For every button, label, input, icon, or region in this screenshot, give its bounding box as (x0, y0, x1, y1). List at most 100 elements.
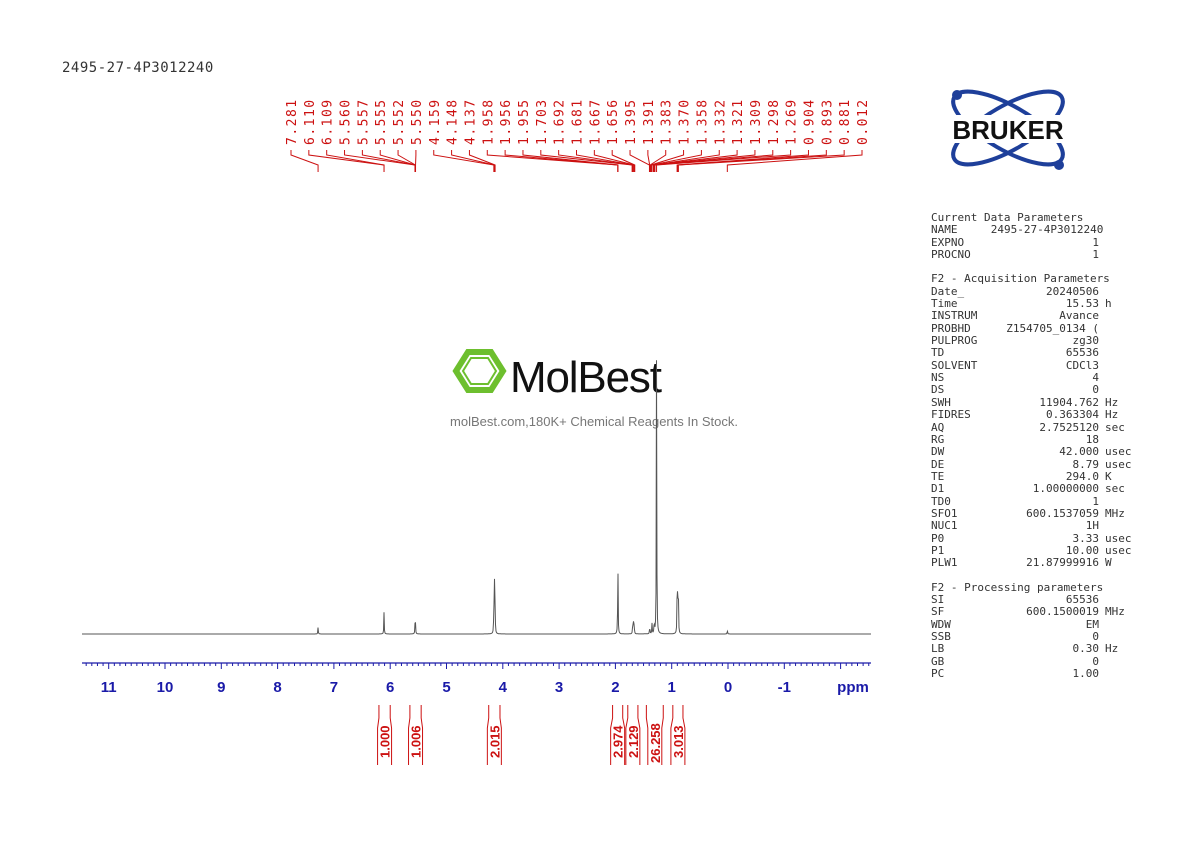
peak-label: 1.958 (481, 98, 496, 145)
param-key: INSTRUM (931, 309, 978, 323)
peak-label-leader (540, 150, 633, 172)
x-tick-label: 11 (101, 679, 117, 696)
param-section-title: Current Data Parameters (931, 211, 1084, 224)
peak-label-leader (433, 150, 495, 172)
param-row: DW 42.000 usec (931, 445, 1141, 458)
peak-label-leader (468, 150, 496, 172)
param-unit: Hz (1105, 408, 1119, 422)
peak-label: 1.370 (678, 98, 693, 145)
param-key: LB (931, 642, 945, 656)
param-key: RG (931, 432, 945, 446)
param-key: P1 (931, 543, 945, 557)
param-key: WDW (931, 617, 951, 631)
x-tick-label: 5 (442, 679, 450, 696)
integral-bracket (610, 705, 626, 765)
integral-bracket (625, 705, 641, 765)
peak-label-leader (726, 150, 863, 172)
param-row: Date_ 20240506 (931, 284, 1141, 298)
param-key: SSB (931, 630, 951, 643)
peak-label: 1.309 (749, 98, 764, 145)
peak-label: 1.321 (731, 98, 746, 145)
param-key: DE (931, 457, 945, 471)
param-value: 0 (1092, 630, 1099, 643)
param-row: TD0 1 (931, 494, 1141, 508)
param-unit (1103, 224, 1141, 236)
param-value: 0.363304 (1046, 408, 1099, 422)
param-section-current: Current Data Parameters NAME 2495-27-4P301… (931, 211, 1141, 262)
param-value: 21.87999916 (1026, 556, 1099, 570)
peak-label: 5.560 (339, 98, 354, 145)
peak-label-leader (651, 150, 702, 172)
param-key: TD0 (931, 494, 951, 508)
param-row: SOLVENT CDCl3 (931, 358, 1141, 372)
param-value: CDCl3 (1065, 358, 1099, 372)
param-key: NAME (931, 223, 958, 237)
sample-title: 2495-27-4P3012240 (62, 60, 214, 76)
peak-label: 1.391 (642, 98, 657, 145)
param-value: 600.1500019 (1026, 605, 1099, 619)
param-key: Date_ (931, 284, 965, 298)
integral-value: 2.974 (611, 725, 626, 758)
parameters-panel: Current Data Parameters NAME 2495-27-4P301… (931, 211, 1141, 681)
param-row: WDW EM (931, 617, 1141, 631)
x-tick-label: -1 (778, 679, 791, 696)
x-tick-label: 0 (724, 679, 732, 696)
param-row: PROCNO 1 (931, 248, 1141, 262)
param-unit (1099, 310, 1141, 322)
peak-label: 4.148 (446, 98, 461, 145)
param-value: 0.30 (1072, 642, 1100, 656)
peak-label: 1.656 (606, 98, 621, 145)
peak-label: 0.012 (856, 98, 871, 145)
peak-label: 1.332 (713, 98, 728, 145)
param-unit: usec (1105, 543, 1132, 557)
param-key: SOLVENT (931, 358, 978, 372)
param-unit (1099, 249, 1141, 261)
integral-value: 1.000 (378, 725, 393, 758)
param-unit: K (1105, 469, 1112, 483)
peak-label: 5.557 (356, 98, 371, 145)
peak-label: 5.550 (410, 98, 425, 145)
param-row: AQ 2.7525120 sec (931, 421, 1141, 434)
param-unit: W (1105, 556, 1112, 570)
param-value: 294.0 (1065, 469, 1099, 483)
param-value: 1 (1092, 248, 1099, 262)
param-value: 65536 (1065, 592, 1099, 606)
peak-label: 1.383 (660, 98, 675, 145)
param-value: 1.00000000 (1032, 482, 1099, 496)
peak-label-leader (611, 150, 636, 172)
peak-label-leader (656, 150, 792, 172)
param-value: 1 (1092, 494, 1099, 508)
param-key: Time (931, 297, 958, 311)
param-row: NUC1 1H (931, 519, 1141, 533)
param-key: PROCNO (931, 248, 971, 262)
param-unit: usec (1105, 531, 1132, 545)
param-value: 1H (1085, 519, 1099, 533)
param-unit (1099, 372, 1141, 384)
param-value: 0 (1092, 654, 1099, 668)
hexagon-icon (452, 349, 507, 393)
param-row: NS 4 (931, 371, 1141, 384)
param-key: SWH (931, 395, 951, 409)
integral-value: 2.015 (487, 725, 502, 758)
param-row: LB 0.30 Hz (931, 642, 1141, 656)
peak-label-leader (653, 150, 756, 172)
x-axis-label: ppm (837, 679, 869, 696)
param-row: PC 1.00 (931, 667, 1141, 681)
param-row: FIDRES 0.363304 Hz (931, 408, 1141, 422)
peak-label: 1.956 (499, 98, 514, 145)
param-section-title: F2 - Acquisition Parameters (931, 272, 1110, 286)
param-section-acq: F2 - Acquisition Parameters Date_ 20240506… (931, 272, 1141, 570)
integral-bracket (486, 705, 502, 765)
param-row: PROBHD Z154705_0134 ( (931, 322, 1141, 335)
peak-label-leader (652, 150, 720, 172)
spectrum-trace (82, 360, 871, 635)
param-unit (1099, 335, 1141, 347)
param-key: FIDRES (931, 408, 971, 422)
integral-value: 3.013 (671, 725, 686, 758)
param-value: 65536 (1065, 346, 1099, 360)
peak-label-leader (647, 150, 651, 172)
peak-label-leader (308, 150, 385, 172)
param-key: PC (931, 667, 945, 681)
peak-label-leader (451, 150, 495, 172)
param-value: 3.33 (1072, 531, 1100, 545)
